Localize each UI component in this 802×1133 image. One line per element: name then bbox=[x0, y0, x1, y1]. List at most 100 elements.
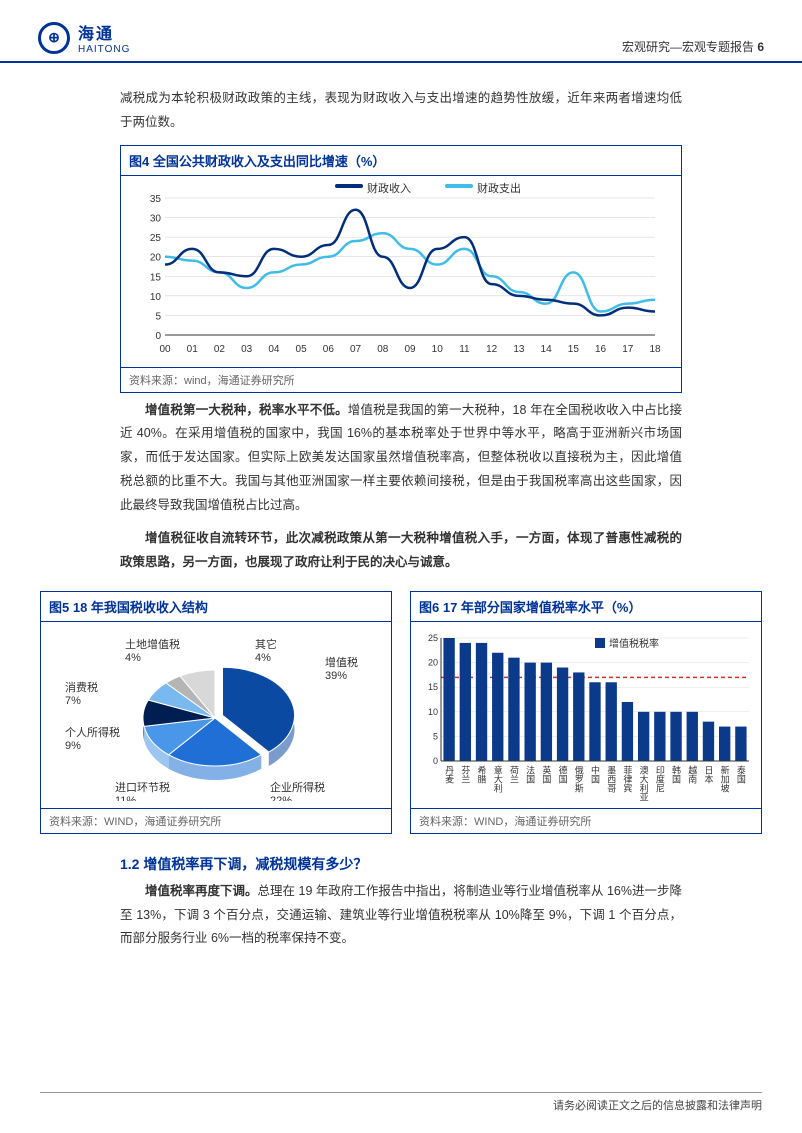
svg-text:13: 13 bbox=[513, 344, 525, 355]
paragraph-4: 增值税率再度下调。总理在 19 年政府工作报告中指出，将制造业等行业增值税率从 … bbox=[120, 880, 682, 951]
para4-lead: 增值税率再度下调。 bbox=[145, 884, 258, 898]
paragraph-2: 增值税第一大税种，税率水平不低。增值税是我国的第一大税种，18 年在全国税收收入… bbox=[120, 399, 682, 518]
svg-text:04: 04 bbox=[268, 344, 280, 355]
svg-text:22%: 22% bbox=[270, 795, 292, 801]
svg-text:30: 30 bbox=[150, 213, 162, 224]
svg-text:08: 08 bbox=[377, 344, 389, 355]
svg-text:个人所得税: 个人所得税 bbox=[65, 725, 120, 739]
svg-text:20: 20 bbox=[428, 657, 438, 667]
svg-text:02: 02 bbox=[214, 344, 226, 355]
svg-text:20: 20 bbox=[150, 252, 162, 263]
svg-text:消费税: 消费税 bbox=[65, 680, 98, 694]
paragraph-intro: 减税成为本轮积极财政政策的主线，表现为财政收入与支出增速的趋势性放缓，近年来两者… bbox=[120, 87, 682, 135]
svg-text:18: 18 bbox=[649, 344, 661, 355]
figure-6-chart: 0 5 10 15 20 25 丹麦芬兰希腊意大利荷兰法国英国德国俄罗斯中国墨西哥菲律宾澳大… bbox=[411, 622, 761, 808]
svg-text:进口环节税: 进口环节税 bbox=[115, 780, 170, 794]
svg-text:14: 14 bbox=[541, 344, 553, 355]
svg-text:5: 5 bbox=[433, 731, 438, 741]
para2-lead: 增值税第一大税种，税率水平不低。 bbox=[145, 403, 348, 417]
figure-4-chart: 0510152025303500010203040506070809101112… bbox=[121, 176, 681, 367]
svg-text:澳大利亚: 澳大利亚 bbox=[639, 764, 649, 801]
svg-text:德国: 德国 bbox=[558, 764, 568, 784]
svg-text:11%: 11% bbox=[115, 795, 136, 801]
svg-text:25: 25 bbox=[428, 633, 438, 643]
svg-text:越南: 越南 bbox=[687, 764, 697, 783]
logo-subtext: HAITONG bbox=[78, 44, 130, 55]
svg-text:其它: 其它 bbox=[255, 637, 277, 651]
svg-text:财政收入: 财政收入 bbox=[367, 181, 411, 195]
figure-5: 图5 18 年我国税收收入结构 增值税39% 企业所得税22% 进口环节税11% 个人… bbox=[40, 591, 392, 834]
figure-6: 图6 17 年部分国家增值税率水平（%） 0 5 10 15 20 25 丹麦芬兰希腊意大利… bbox=[410, 591, 762, 834]
svg-text:菲律宾: 菲律宾 bbox=[622, 764, 632, 793]
svg-text:法国: 法国 bbox=[525, 764, 535, 784]
svg-text:芬兰: 芬兰 bbox=[460, 765, 470, 783]
figure-5-title: 图5 18 年我国税收收入结构 bbox=[41, 592, 391, 622]
svg-text:25: 25 bbox=[150, 233, 162, 244]
svg-text:9%: 9% bbox=[65, 740, 81, 752]
svg-text:俄罗斯: 俄罗斯 bbox=[574, 764, 584, 793]
header-title: 宏观研究—宏观专题报告 6 bbox=[622, 38, 764, 55]
figure-4: 图4 全国公共财政收入及支出同比增速（%） 051015202530350001… bbox=[120, 145, 682, 393]
svg-text:韩国: 韩国 bbox=[671, 764, 681, 784]
svg-text:12: 12 bbox=[486, 344, 498, 355]
figure-5-source: 资料来源：WIND，海通证券研究所 bbox=[41, 808, 391, 833]
svg-text:0: 0 bbox=[155, 331, 161, 342]
svg-text:7%: 7% bbox=[65, 695, 81, 707]
svg-text:17: 17 bbox=[622, 344, 634, 355]
figure-6-title: 图6 17 年部分国家增值税率水平（%） bbox=[411, 592, 761, 622]
svg-text:15: 15 bbox=[150, 272, 162, 283]
svg-text:05: 05 bbox=[296, 344, 308, 355]
figure-4-source: 资料来源：wind，海通证券研究所 bbox=[121, 367, 681, 392]
svg-text:35: 35 bbox=[150, 194, 162, 205]
figure-4-title: 图4 全国公共财政收入及支出同比增速（%） bbox=[121, 146, 681, 176]
svg-text:土地增值税: 土地增值税 bbox=[125, 637, 180, 651]
page-header: ⊕ 海通 HAITONG 宏观研究—宏观专题报告 6 bbox=[0, 0, 802, 63]
svg-text:希腊: 希腊 bbox=[477, 764, 487, 784]
svg-text:07: 07 bbox=[350, 344, 362, 355]
svg-text:荷兰: 荷兰 bbox=[509, 765, 519, 783]
footer-text: 请务必阅读正文之后的信息披露和法律声明 bbox=[553, 1100, 762, 1112]
svg-text:印度尼: 印度尼 bbox=[655, 764, 665, 793]
svg-text:09: 09 bbox=[404, 344, 416, 355]
svg-text:意大利: 意大利 bbox=[493, 764, 503, 792]
svg-text:4%: 4% bbox=[125, 652, 141, 664]
figure-row: 图5 18 年我国税收收入结构 增值税39% 企业所得税22% 进口环节税11% 个人… bbox=[40, 585, 762, 840]
content-area: 减税成为本轮积极财政政策的主线，表现为财政收入与支出增速的趋势性放缓，近年来两者… bbox=[0, 63, 802, 951]
svg-text:企业所得税: 企业所得税 bbox=[270, 780, 325, 794]
svg-text:03: 03 bbox=[241, 344, 253, 355]
svg-text:10: 10 bbox=[150, 291, 162, 302]
svg-text:10: 10 bbox=[432, 344, 444, 355]
logo-icon: ⊕ bbox=[38, 22, 70, 54]
svg-text:新加坡: 新加坡 bbox=[720, 764, 730, 793]
svg-text:15: 15 bbox=[428, 682, 438, 692]
svg-text:增值税税率: 增值税税率 bbox=[609, 637, 659, 650]
svg-text:中国: 中国 bbox=[590, 764, 600, 784]
figure-6-source: 资料来源：WIND，海通证券研究所 bbox=[411, 808, 761, 833]
svg-text:16: 16 bbox=[595, 344, 607, 355]
svg-text:4%: 4% bbox=[255, 652, 271, 664]
logo: ⊕ 海通 HAITONG bbox=[38, 20, 130, 55]
svg-text:0: 0 bbox=[433, 756, 438, 766]
svg-text:泰国: 泰国 bbox=[736, 764, 746, 784]
page-number: 6 bbox=[757, 40, 764, 54]
svg-text:10: 10 bbox=[428, 707, 438, 717]
logo-text: 海通 bbox=[78, 26, 114, 43]
figure-5-chart: 增值税39%企业所得税22%进口环节税11%个人所得税9%消费税7%土地增值税4… bbox=[41, 622, 391, 808]
svg-text:增值税: 增值税 bbox=[325, 655, 358, 669]
svg-text:日本: 日本 bbox=[703, 765, 713, 784]
svg-text:财政支出: 财政支出 bbox=[477, 181, 521, 195]
svg-text:英国: 英国 bbox=[541, 764, 551, 784]
svg-text:39%: 39% bbox=[325, 670, 347, 682]
report-category: 宏观研究—宏观专题报告 bbox=[622, 40, 754, 54]
svg-text:15: 15 bbox=[568, 344, 580, 355]
svg-text:丹麦: 丹麦 bbox=[444, 765, 454, 784]
page-footer: 请务必阅读正文之后的信息披露和法律声明 bbox=[40, 1092, 762, 1113]
svg-text:墨西哥: 墨西哥 bbox=[606, 765, 616, 792]
svg-text:11: 11 bbox=[459, 344, 470, 355]
svg-text:01: 01 bbox=[187, 344, 199, 355]
paragraph-3: 增值税征收自流转环节，此次减税政策从第一大税种增值税入手，一方面，体现了普惠性减… bbox=[120, 527, 682, 575]
svg-text:5: 5 bbox=[155, 311, 161, 322]
svg-text:00: 00 bbox=[159, 344, 171, 355]
section-1-2-title: 1.2 增值税率再下调，减税规模有多少？ bbox=[120, 854, 682, 874]
svg-text:06: 06 bbox=[323, 344, 335, 355]
